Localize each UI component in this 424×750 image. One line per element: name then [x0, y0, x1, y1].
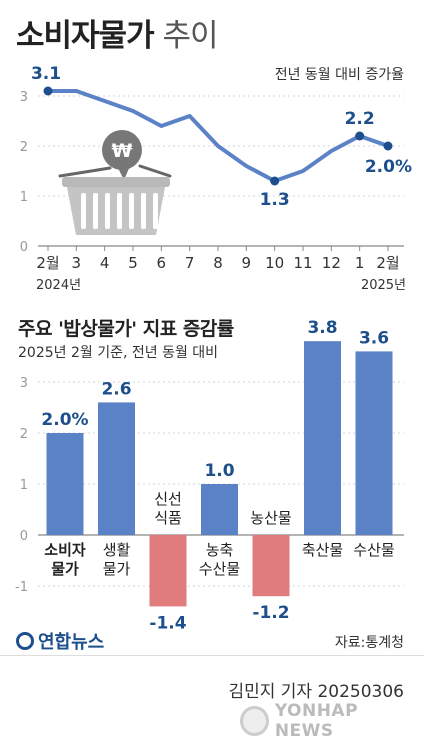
- value-label: 2.0%: [41, 410, 88, 430]
- category-label: 수산물: [353, 541, 394, 559]
- data-label: 2.2: [345, 109, 375, 129]
- x-tick-label: 5: [128, 254, 138, 272]
- logo-text: 연합뉴스: [38, 632, 105, 653]
- series-line: [46, 89, 390, 183]
- x-tick-label: 7: [185, 254, 195, 272]
- byline: 김민지 기자 20250306: [228, 682, 404, 702]
- x-tick-label: 8: [213, 254, 223, 272]
- category-label: 신선: [154, 490, 182, 508]
- y-tick-label: 2: [20, 140, 28, 155]
- y-tick-label: 1: [20, 190, 28, 205]
- yonhap-logo-icon: [16, 632, 34, 650]
- bar-chart-subtitle: 2025년 2월 기준, 전년 동월 대비: [18, 345, 219, 361]
- basket-slot: [105, 193, 110, 229]
- x-tick-label: 12: [322, 254, 341, 272]
- watermark-icon: [240, 706, 269, 736]
- coin-pointer: [118, 166, 130, 180]
- basket-rim: [62, 177, 170, 187]
- category-label: 생활: [103, 541, 131, 559]
- line-chart-subtitle: 전년 동월 대비 증가율: [274, 67, 404, 83]
- divider: [0, 655, 424, 656]
- data-label: 2.0%: [365, 157, 412, 177]
- value-label: 1.0: [204, 461, 234, 481]
- x-tick-label: 4: [100, 254, 110, 272]
- category-label: 물가: [51, 560, 79, 578]
- basket-slot: [93, 193, 98, 229]
- data-point: [43, 86, 53, 96]
- value-label: -1.4: [149, 613, 186, 633]
- title-light: 추이: [162, 18, 218, 54]
- bar: [98, 402, 135, 535]
- won-coin: [102, 130, 142, 170]
- source-note: 자료:통계청: [334, 635, 404, 651]
- bar-chart: -101232.0%소비자물가2.6생활물가-1.4신선식품1.0농축수산물-1…: [15, 318, 404, 633]
- won-symbol: ₩: [112, 140, 133, 162]
- data-point: [270, 176, 280, 186]
- y-tick-label: 2: [20, 427, 28, 442]
- category-label: 식품: [154, 509, 182, 527]
- category-label: 물가: [103, 560, 131, 578]
- basket-handle: [58, 164, 172, 178]
- year-label: 2025년: [361, 278, 406, 293]
- x-tick-label: 2월: [376, 254, 399, 272]
- bar: [201, 484, 238, 535]
- shopping-basket-won-icon: ₩: [58, 130, 172, 235]
- page-title: 소비자물가 추이: [16, 10, 219, 55]
- x-tick-label: 9: [242, 254, 252, 272]
- y-tick-label: 0: [20, 529, 28, 544]
- year-label: 2024년: [36, 278, 81, 293]
- watermark: YONHAP NEWS: [240, 701, 416, 741]
- x-tick-label: 3: [72, 254, 82, 272]
- x-tick-label: 10: [265, 254, 284, 272]
- y-tick-label: 3: [20, 90, 28, 105]
- yonhap-logo: 연합뉴스: [16, 628, 104, 654]
- basket-slot: [129, 193, 134, 229]
- data-point: [355, 131, 365, 141]
- category-label: 소비자: [44, 541, 86, 559]
- value-label: 2.6: [101, 379, 131, 399]
- bar: [46, 433, 84, 535]
- x-tick-label: 1: [355, 254, 365, 272]
- y-tick-label: -1: [15, 580, 28, 595]
- y-tick-label: 3: [20, 376, 28, 391]
- bar: [355, 351, 393, 535]
- data-label: 1.3: [260, 190, 290, 210]
- y-tick-label: 1: [20, 478, 28, 493]
- bar-chart-title: 주요 '밥상물가' 지표 증감률: [18, 318, 234, 340]
- data-label: 3.1: [31, 64, 61, 84]
- x-tick-label: 2월: [36, 254, 59, 272]
- x-tick-label: 11: [293, 254, 312, 272]
- data-point: [383, 141, 393, 151]
- bar: [304, 341, 341, 535]
- basket-slot: [141, 193, 146, 229]
- category-label: 수산물: [199, 560, 240, 578]
- basket-slot: [153, 193, 158, 229]
- bar: [149, 535, 187, 607]
- basket-slot: [117, 193, 122, 229]
- category-label: 농산물: [250, 509, 291, 527]
- value-label: -1.2: [252, 603, 289, 623]
- value-label: 3.6: [359, 328, 389, 348]
- title-bold: 소비자물가: [16, 18, 155, 54]
- category-label: 농축: [206, 541, 234, 559]
- watermark-text: YONHAP NEWS: [274, 701, 359, 741]
- value-label: 3.8: [307, 318, 337, 338]
- basket-slot: [81, 193, 86, 229]
- category-label: 축산물: [302, 541, 343, 559]
- y-tick-label: 0: [20, 240, 28, 255]
- x-tick-label: 6: [157, 254, 167, 272]
- bar: [252, 535, 290, 597]
- basket-body: [67, 187, 165, 235]
